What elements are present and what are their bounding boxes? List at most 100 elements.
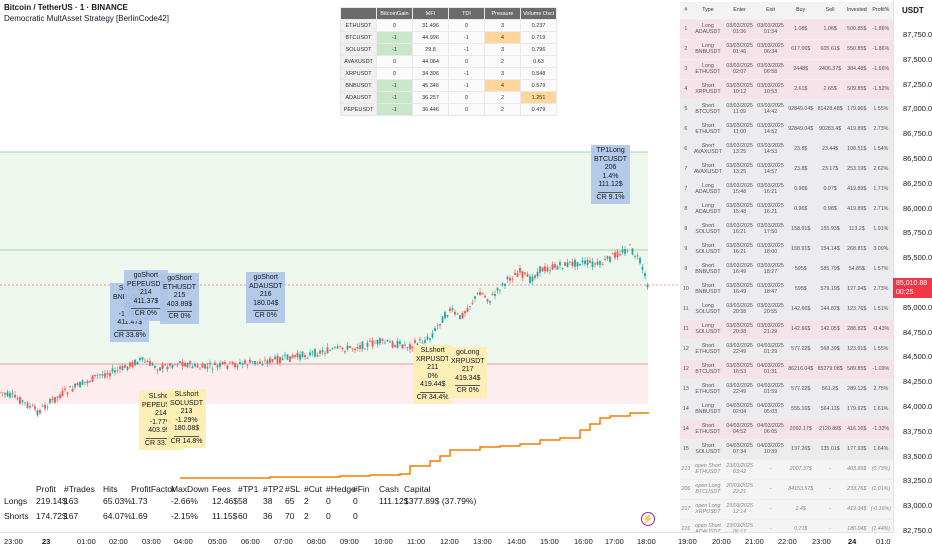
trade-row[interactable]: 5 Short BTCUSDT 03/03/2025 11:09 03/03/2025 14… xyxy=(680,99,893,120)
stats-value: 2 xyxy=(304,496,309,506)
candle-body xyxy=(514,272,516,276)
trade-cell: 03/03/2025 21:29 xyxy=(755,319,787,340)
trade-label-goshort2[interactable]: goShort ETHUSDT 215 403.89$ CR 0% xyxy=(160,273,200,324)
trade-row[interactable]: 2 Long BNBUSDT 03/03/2025 01:46 03/03/2025 06:… xyxy=(680,39,893,60)
candle-body xyxy=(66,392,69,395)
trade-row[interactable]: 1 Long ADAUSDT 03/03/2025 01:36 03/03/2025 01:… xyxy=(680,19,893,40)
trade-row[interactable]: 10 Short BNBUSDT 03/03/2025 16:49 03/03/2025 1… xyxy=(680,279,893,300)
signal-row: BNBUSDT -1 45.346 -1 4 0.579 xyxy=(340,79,557,92)
candle-body xyxy=(534,275,536,278)
trade-label-golong[interactable]: goLong XRPUSDT 217 419.34$ CR 0% xyxy=(448,347,488,398)
candle-body xyxy=(444,312,446,319)
label-line: goShort xyxy=(167,275,192,282)
trade-cell: - xyxy=(755,459,787,480)
trade-cell: 12 xyxy=(680,339,692,360)
trade-row[interactable]: 11 Long SOLUSDT 03/03/2025 20:38 03/03/2025 21… xyxy=(680,319,893,340)
label-line: 215 xyxy=(173,292,186,299)
candle-body xyxy=(539,266,541,273)
signal-cell: 34.306 xyxy=(412,67,449,80)
trade-row[interactable]: 12 Short BTCUSDT 03/03/2025 16:53 04/03/2025 0… xyxy=(680,359,893,380)
trade-row[interactable]: 14 Short ETHUSDT 04/03/2025 04:52 04/03/2025 0… xyxy=(680,419,893,440)
label-line: goShort xyxy=(253,274,278,281)
candle-body xyxy=(546,267,549,272)
trade-row[interactable]: 6 Short AVAXUSDT 03/03/2025 13:25 03/03/2025 1… xyxy=(680,139,893,160)
trade-row[interactable]: 3 Long ETHUSDT 03/03/2025 02:07 03/03/2025 06:… xyxy=(680,59,893,80)
symbol-title[interactable]: Bitcoin / TetherUS · 1 · BINANCE xyxy=(4,3,128,12)
trade-row[interactable]: 9 Short BNBUSDT 03/03/2025 16:49 03/03/2025 18… xyxy=(680,259,893,280)
trade-cell: 2.71% xyxy=(868,199,893,220)
candle-body xyxy=(406,347,409,349)
candle-body xyxy=(436,325,439,326)
signal-row: SOLUSDT -1 29.8 -1 3 0.796 xyxy=(340,43,557,56)
trade-row[interactable]: 7 Short AVAXUSDT 03/03/2025 13:25 03/03/2025 1… xyxy=(680,159,893,180)
price-scale[interactable]: USDT 87,750.00 87,500.00 87,250.00 87,000.0… xyxy=(893,0,932,535)
label-line: 419.34$ xyxy=(455,374,481,382)
label-divider xyxy=(253,310,279,311)
trade-row[interactable]: 7 Long ADAUSDT 03/03/2025 15:48 03/03/2025 16:… xyxy=(680,179,893,200)
trade-row[interactable]: 14 Long BNBUSDT 04/03/2025 02:04 04/03/2025 05… xyxy=(680,399,893,420)
candle-body xyxy=(236,365,239,368)
label-line: -1.77% xyxy=(149,418,172,426)
candle-body xyxy=(599,261,601,265)
candle-body xyxy=(111,368,114,372)
signal-row: AVAXUSDT 0 44.064 0 2 0.63 xyxy=(340,55,557,68)
signal-cell: 0.719 xyxy=(520,31,557,44)
trade-row[interactable]: 9 Short SOLUSDT 03/03/2025 16:21 03/03/2025 18… xyxy=(680,239,893,260)
trade-cell: 03/03/2025 16:21 xyxy=(724,239,756,260)
trade-row[interactable]: 213 open Short ETHUSDT 23/03/2025 03:42-2007… xyxy=(680,459,893,480)
label-line: ETHUSDT xyxy=(163,283,197,291)
trade-row[interactable]: 12 Short ETHUSDT 03/03/2025 22:49 04/03/2025 0… xyxy=(680,339,893,360)
time-scale[interactable]: 23:00 23 01:00 02:00 03:00 04:00 05:00 06:00 07:… xyxy=(0,532,893,550)
trade-label-goshort3[interactable]: goShort ADAUSDT 216 180.04$ CR 0% xyxy=(246,272,286,323)
candle-body xyxy=(456,313,459,315)
currency-label[interactable]: USDT xyxy=(902,6,924,15)
stats-value: 36 xyxy=(263,511,273,521)
price-label: 84,000.00 xyxy=(903,402,932,411)
trade-cell: 04/03/2025 04:52 xyxy=(724,419,756,440)
trade-cell: 288.82$ xyxy=(844,319,869,340)
candle-body xyxy=(16,398,19,400)
trade-row[interactable]: 8 Short SOLUSDT 03/03/2025 16:21 03/03/2025 17… xyxy=(680,219,893,240)
trade-row[interactable]: 4 Short XRPUSDT 03/03/2025 10:12 03/03/2025 10… xyxy=(680,79,893,100)
trade-row[interactable]: 6 Short ETHUSDT 03/03/2025 11:00 03/03/2025 14… xyxy=(680,119,893,140)
price-chart[interactable] xyxy=(0,0,893,532)
stats-value: 58 xyxy=(238,496,248,506)
candle-body xyxy=(36,410,39,416)
trade-cell: 2.73% xyxy=(868,119,893,140)
trade-row[interactable]: 206 open Long BTCUSDT 20/03/2025 22:21-84153… xyxy=(680,479,893,500)
candle-body xyxy=(171,365,174,368)
candle-body xyxy=(314,349,316,357)
stats-value: 2 xyxy=(304,511,309,521)
trade-row[interactable]: 217 open Long XRPUSDT 23/03/2025 12:14-2.4$ -… xyxy=(680,499,893,520)
trade-cell: 179.92$ xyxy=(844,399,869,420)
trade-row[interactable]: 11 Long SOLUSDT 03/03/2025 20:38 03/03/2025 20… xyxy=(680,299,893,320)
candle-series xyxy=(0,243,649,418)
trades-header: Enter xyxy=(724,2,756,20)
candle-body xyxy=(81,380,84,385)
candle-body xyxy=(204,364,206,369)
candle-body xyxy=(74,383,76,388)
signal-cell: 36.257 xyxy=(412,91,449,104)
candle-body xyxy=(311,351,314,353)
candle-body xyxy=(286,354,289,360)
trade-row[interactable]: 13 Short ETHUSDT 03/03/2025 22:49 04/03/2025 0… xyxy=(680,379,893,400)
trade-cell: Long ADAUSDT xyxy=(691,19,725,40)
trade-label-tp1long[interactable]: TP1Long BTCUSDT 206 1.4% 111.12$ CR 9.1% xyxy=(591,145,631,204)
trade-cell: open Long XRPUSDT xyxy=(691,499,725,520)
candle-body xyxy=(54,396,56,403)
indicator-name[interactable]: Democratic MultAsset Strategy [BerlinCod… xyxy=(4,14,169,23)
trade-label-slshort2[interactable]: SLshort SOLUSDT 213 -1.29% 180.08$ CR 14.8% xyxy=(167,389,207,448)
candle-body xyxy=(134,359,136,366)
candle-body xyxy=(441,316,444,323)
trade-label-slshort3[interactable]: SLshort XRPUSDT 211 0% 419.44$ CR 34.4% xyxy=(413,345,453,404)
trade-cell: 03/03/2025 14:53 xyxy=(755,139,787,160)
lightning-icon[interactable]: ⚡ xyxy=(641,512,655,526)
trade-cell: 23.44$ xyxy=(815,139,845,160)
signal-cell: BNBUSDT xyxy=(340,79,377,92)
candle-body xyxy=(281,358,284,361)
stats-header: Profit xyxy=(36,484,56,494)
candle-body xyxy=(584,260,586,264)
trade-row[interactable]: 15 Short SOLUSDT 04/03/2025 07:34 04/03/2025 1… xyxy=(680,439,893,460)
trade-cell: 04/03/2025 01:59 xyxy=(755,379,787,400)
trade-row[interactable]: 8 Long ADAUSDT 03/03/2025 15:48 03/03/2025 16:… xyxy=(680,199,893,220)
